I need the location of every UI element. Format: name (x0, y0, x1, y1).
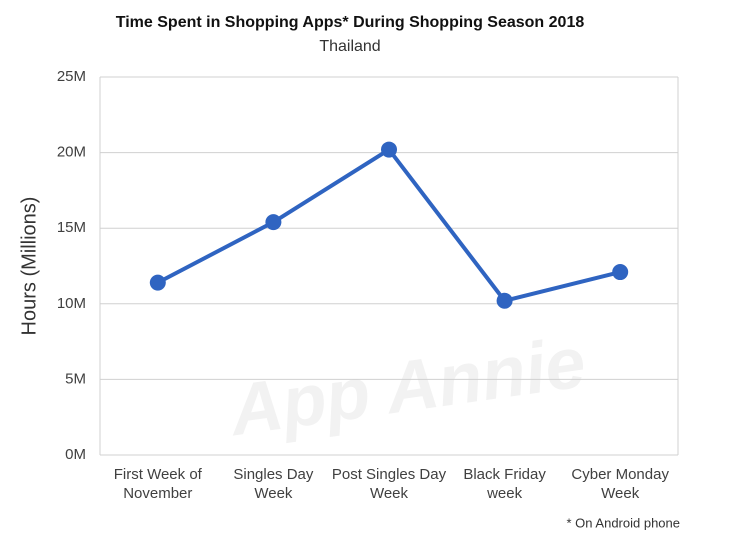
y-tick-label: 10M (57, 295, 86, 312)
y-tick-label: 20M (57, 144, 86, 161)
y-tick-label: 25M (57, 68, 86, 85)
footnote: * On Android phone (567, 515, 680, 530)
marker (265, 214, 282, 231)
x-tick-label: Post Singles Day Week (331, 466, 447, 502)
y-axis-label: Hours (Millions) (18, 197, 40, 336)
watermark: App Annie (223, 322, 590, 451)
marker (149, 274, 166, 291)
x-tick-label: Cyber Monday Week (571, 466, 669, 502)
x-tick-label: First Week of November (113, 466, 202, 502)
y-tick-label: 0M (65, 446, 86, 463)
x-tick-label: Black Friday week (463, 466, 546, 502)
x-tick-label: Singles Day Week (233, 466, 314, 502)
y-tick-label: 5M (65, 370, 86, 387)
marker (496, 292, 513, 309)
line (156, 147, 621, 303)
chart-subtitle: Thailand (319, 38, 380, 55)
y-tick-label: 15M (57, 219, 86, 236)
marker (612, 264, 629, 281)
marker (381, 141, 397, 158)
chart-title: Time Spent in Shopping Apps* During Shop… (116, 14, 585, 31)
